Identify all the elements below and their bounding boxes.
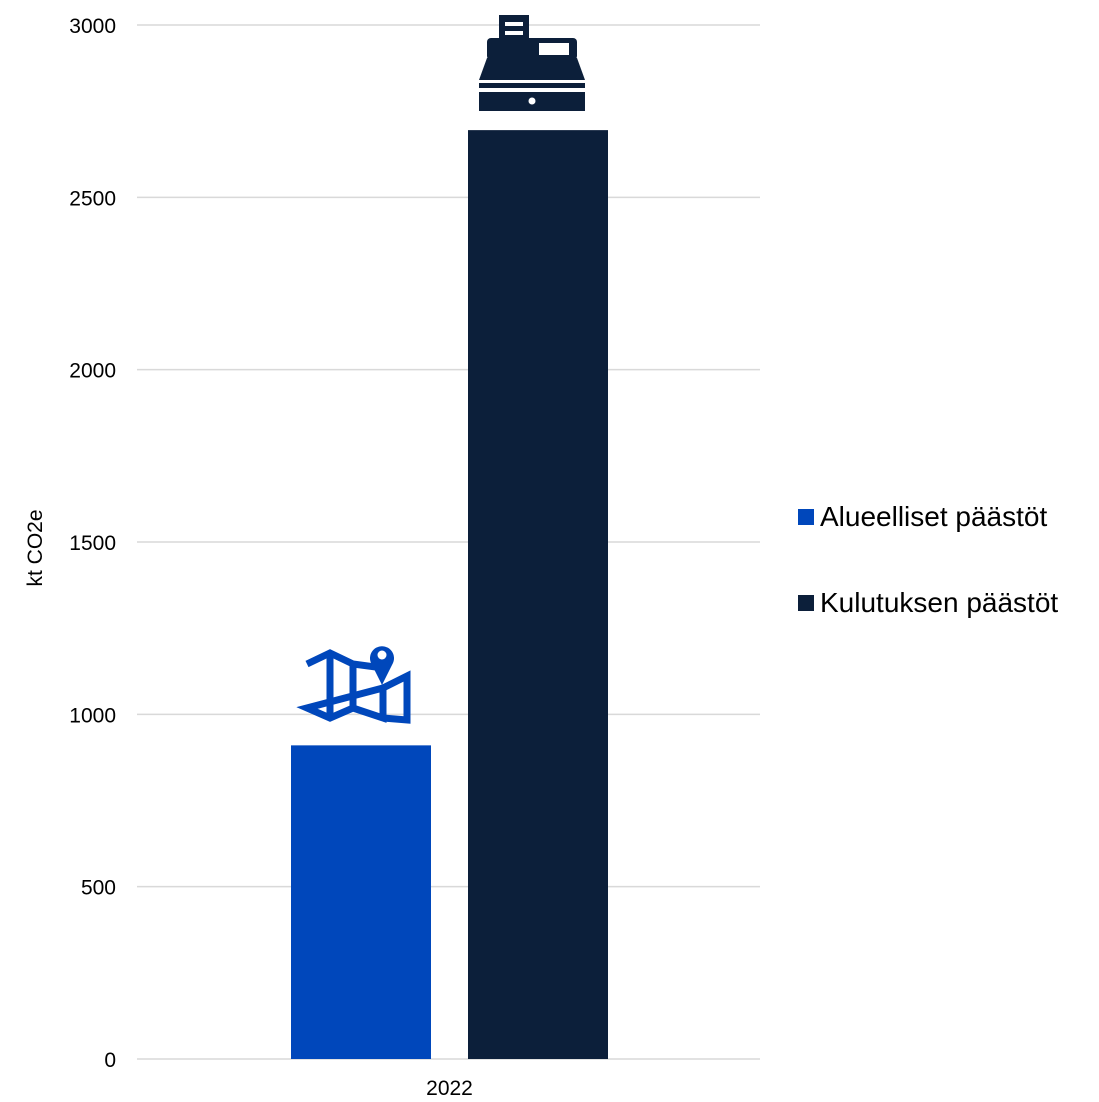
y-tick-label: 0 [104,1049,116,1072]
legend-label: Kulutuksen päästöt [820,587,1059,618]
legend-item-alueelliset: Alueelliset päästöt [798,498,1058,536]
legend-item-kulutuksen: Kulutuksen päästöt [798,584,1058,622]
y-tick-label: 1000 [69,704,116,727]
gridlines [137,24,760,1060]
legend-swatch [798,595,814,611]
bars [291,130,608,1059]
y-tick-label: 2000 [69,360,116,383]
bar-alueelliset [291,745,431,1059]
y-tick-label: 3000 [69,15,116,38]
cash-register-icon [479,15,585,111]
y-tick-label: 500 [81,877,116,900]
map-pin-icon [296,646,411,724]
y-tick-label: 1500 [69,532,116,555]
legend-swatch [798,509,814,525]
y-axis-title: kt CO2e [24,509,47,586]
bar-icons [296,15,585,724]
y-tick-label: 2500 [69,187,116,210]
x-axis-ticks: 2022 [426,1077,473,1100]
legend-label: Alueelliset päästöt [820,501,1048,532]
legend: Alueelliset päästöt Kulutuksen päästöt [798,498,1058,670]
y-axis-ticks: 0 500 1000 1500 2000 2500 3000 [69,15,116,1072]
bar-kulutuksen [468,130,608,1059]
x-tick-label: 2022 [426,1077,473,1100]
